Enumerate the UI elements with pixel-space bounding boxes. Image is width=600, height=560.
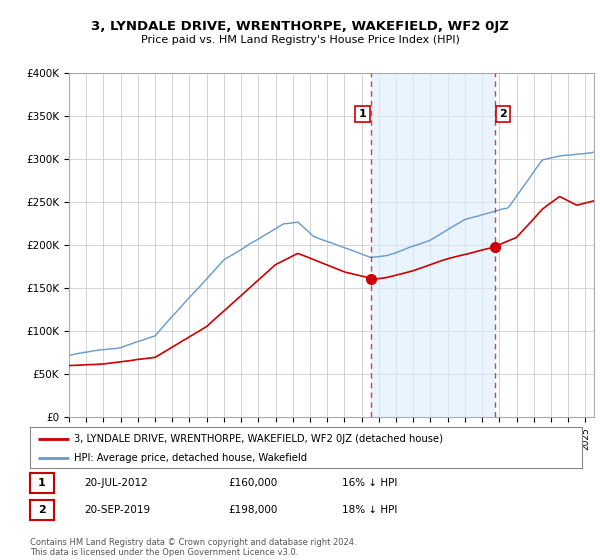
Text: 18% ↓ HPI: 18% ↓ HPI: [342, 505, 397, 515]
Text: 3, LYNDALE DRIVE, WRENTHORPE, WAKEFIELD, WF2 0JZ (detached house): 3, LYNDALE DRIVE, WRENTHORPE, WAKEFIELD,…: [74, 433, 443, 444]
Text: Price paid vs. HM Land Registry's House Price Index (HPI): Price paid vs. HM Land Registry's House …: [140, 35, 460, 45]
Text: 2: 2: [499, 109, 507, 119]
Bar: [371, 73, 494, 417]
Text: 3, LYNDALE DRIVE, WRENTHORPE, WAKEFIELD, WF2 0JZ: 3, LYNDALE DRIVE, WRENTHORPE, WAKEFIELD,…: [91, 20, 509, 34]
Text: 1: 1: [38, 478, 46, 488]
Text: 20-JUL-2012: 20-JUL-2012: [84, 478, 148, 488]
Text: £198,000: £198,000: [228, 505, 277, 515]
Text: 20-SEP-2019: 20-SEP-2019: [84, 505, 150, 515]
Text: HPI: Average price, detached house, Wakefield: HPI: Average price, detached house, Wake…: [74, 452, 307, 463]
Text: 16% ↓ HPI: 16% ↓ HPI: [342, 478, 397, 488]
Text: 1: 1: [359, 109, 367, 119]
Text: Contains HM Land Registry data © Crown copyright and database right 2024.
This d: Contains HM Land Registry data © Crown c…: [30, 538, 356, 557]
Text: £160,000: £160,000: [228, 478, 277, 488]
Text: 2: 2: [38, 505, 46, 515]
